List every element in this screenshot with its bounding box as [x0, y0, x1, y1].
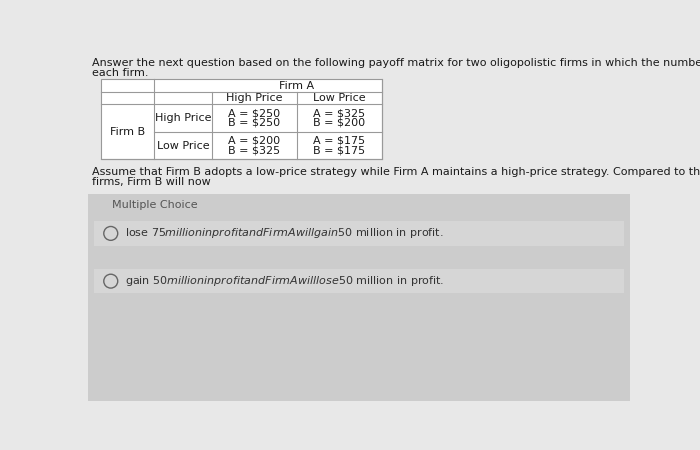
Text: Low Price: Low Price [157, 141, 209, 151]
Text: lose $75 million in profit and Firm A will gain $50 million in profit.: lose $75 million in profit and Firm A wi… [125, 226, 443, 240]
Text: A = $250: A = $250 [228, 108, 280, 118]
Text: Assume that Firm B adopts a low-price strategy while Firm A maintains a high-pri: Assume that Firm B adopts a low-price st… [92, 167, 700, 177]
Text: High Price: High Price [155, 113, 211, 123]
Text: Low Price: Low Price [313, 93, 365, 103]
Text: A = $325: A = $325 [314, 108, 365, 118]
Text: Multiple Choice: Multiple Choice [112, 200, 198, 210]
Text: Firm B: Firm B [110, 127, 146, 137]
Text: A = $200: A = $200 [228, 136, 280, 146]
Bar [88, 194, 630, 400]
Text: High Price: High Price [226, 93, 282, 103]
Bar [102, 79, 382, 159]
Text: Firm A: Firm A [279, 81, 314, 90]
Bar [94, 221, 624, 246]
Text: B = $325: B = $325 [228, 145, 280, 155]
Bar [94, 269, 624, 293]
Text: Answer the next question based on the following payoff matrix for two oligopolis: Answer the next question based on the fo… [92, 58, 700, 68]
Text: firms, Firm B will now: firms, Firm B will now [92, 177, 211, 187]
Text: B = $250: B = $250 [228, 117, 280, 128]
Text: B = $175: B = $175 [314, 145, 365, 155]
Text: A = $175: A = $175 [314, 136, 365, 146]
Text: each firm.: each firm. [92, 68, 148, 78]
Text: B = $200: B = $200 [314, 117, 365, 128]
Text: gain $50 million in profit and Firm A will lose $50 million in profit.: gain $50 million in profit and Firm A wi… [125, 274, 444, 288]
